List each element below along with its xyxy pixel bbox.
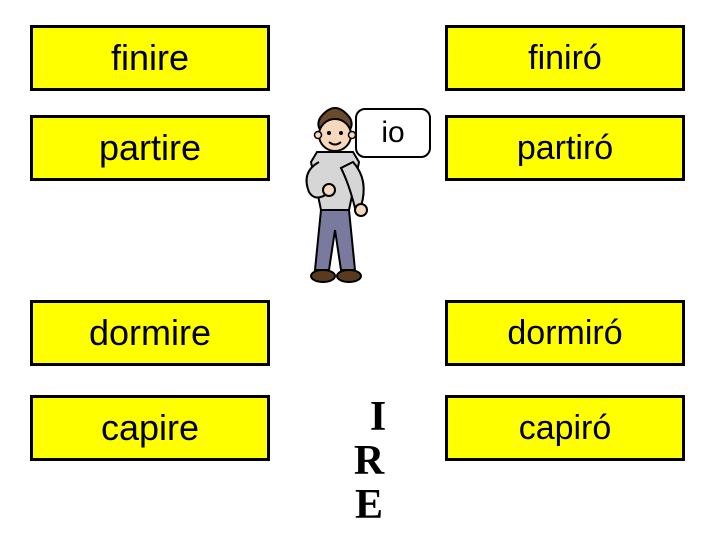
conjugated-label: dormiró xyxy=(507,314,622,353)
infinitive-label: finire xyxy=(111,37,189,79)
conjugated-box-4: capiró xyxy=(445,395,685,461)
infinitive-label: capire xyxy=(101,407,199,449)
ending-letter-r: R xyxy=(310,439,430,483)
infinitive-box-4: capire xyxy=(30,395,270,461)
infinitive-box-1: finire xyxy=(30,25,270,91)
conjugated-box-2: partiró xyxy=(445,115,685,181)
conjugated-label: capiró xyxy=(519,409,612,448)
conjugated-box-1: finiró xyxy=(445,25,685,91)
ending-letter-e: E xyxy=(310,483,430,527)
conjugated-label: partiró xyxy=(517,129,613,168)
infinitive-label: dormire xyxy=(89,312,211,354)
conjugated-label: finiró xyxy=(528,39,602,78)
ending-letters: I R E xyxy=(310,395,430,527)
infinitive-box-3: dormire xyxy=(30,300,270,366)
person-icon xyxy=(275,100,395,320)
infinitive-box-2: partire xyxy=(30,115,270,181)
stage: finire partire dormire capire finiró par… xyxy=(0,0,720,540)
infinitive-label: partire xyxy=(99,127,201,169)
conjugated-box-3: dormiró xyxy=(445,300,685,366)
ending-letter-i: I xyxy=(310,395,430,439)
